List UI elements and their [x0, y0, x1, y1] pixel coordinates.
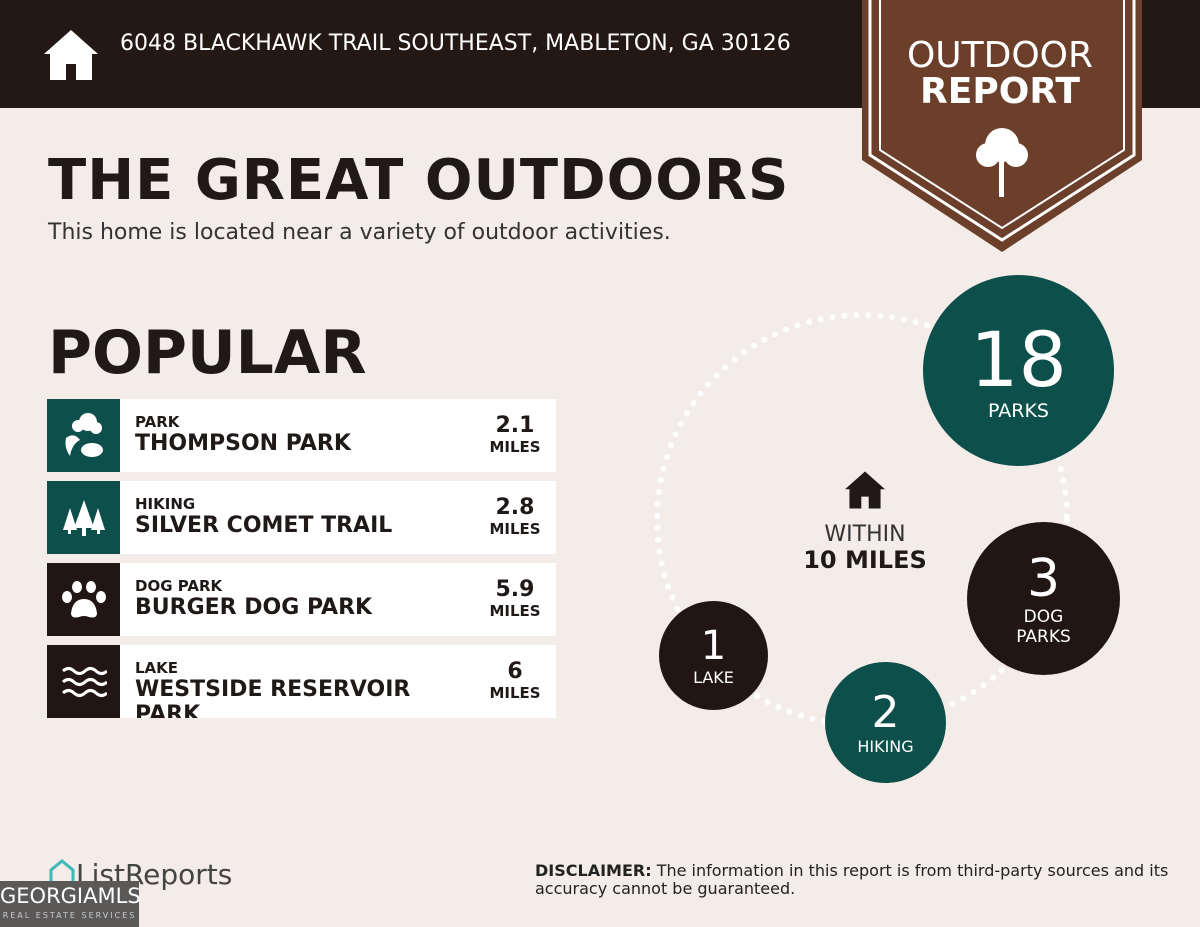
popular-heading: POPULAR [48, 318, 367, 388]
count-label: DOG PARKS [1016, 606, 1071, 647]
item-distance: 6 [507, 659, 523, 684]
item-unit: MILES [489, 684, 541, 702]
park-icon [47, 399, 120, 472]
hiking-count: 2 HIKING [825, 662, 946, 783]
item-category: DOG PARK [135, 577, 223, 595]
tree-icon [976, 128, 1028, 197]
parks-count: 18 PARKS [923, 275, 1114, 466]
within-label: WITHIN [824, 522, 906, 547]
list-item: PARK THOMPSON PARK 2.1 MILES [47, 399, 556, 472]
badge-line2: REPORT [920, 71, 1080, 112]
outdoor-report-badge [862, 0, 1142, 252]
item-category: LAKE [135, 659, 179, 677]
count-value: 18 [970, 314, 1067, 404]
badge-line1: OUTDOOR [906, 35, 1094, 76]
within-distance: 10 MILES [803, 546, 927, 574]
trees-icon [47, 481, 120, 554]
page-title: THE GREAT OUTDOORS [48, 148, 790, 213]
home-icon [44, 30, 98, 80]
list-item: DOG PARK BURGER DOG PARK 5.9 MILES [47, 563, 556, 636]
item-name: BURGER DOG PARK [135, 595, 373, 620]
waves-icon [47, 645, 120, 718]
georgia-mls-logo: GEORGIAMLS REAL ESTATE SERVICES [0, 881, 141, 927]
home-icon [845, 471, 885, 509]
paw-icon [47, 563, 120, 636]
item-unit: MILES [489, 520, 541, 538]
item-distance: 2.1 [495, 413, 535, 438]
item-name: WESTSIDE RESERVOIR PARK [135, 677, 411, 718]
count-label: LAKE [693, 668, 734, 687]
count-value: 3 [1026, 548, 1061, 609]
mls-name: GEORGIAMLS [0, 884, 141, 908]
address: 6048 BLACKHAWK TRAIL SOUTHEAST, MABLETON… [120, 31, 791, 56]
disclaimer: DISCLAIMER: The information in this repo… [535, 862, 1175, 898]
disclaimer-text: The information in this report is from t… [535, 861, 1169, 898]
item-category: PARK [135, 413, 180, 431]
lake-count: 1 LAKE [659, 601, 768, 710]
list-item: HIKING SILVER COMET TRAIL 2.8 MILES [47, 481, 556, 554]
item-unit: MILES [489, 602, 541, 620]
item-name: SILVER COMET TRAIL [135, 513, 393, 538]
popular-list: PARK THOMPSON PARK 2.1 MILES HIKING SILVER … [47, 399, 556, 727]
within-radius: WITHIN 10 MILES [790, 470, 940, 573]
item-name: THOMPSON PARK [135, 431, 351, 456]
count-label: HIKING [857, 737, 914, 756]
page-subtitle: This home is located near a variety of o… [48, 220, 671, 245]
dog-parks-count: 3 DOG PARKS [967, 522, 1120, 675]
item-unit: MILES [489, 438, 541, 456]
count-value: 1 [700, 623, 727, 669]
mls-subtitle: REAL ESTATE SERVICES [2, 911, 137, 920]
item-distance: 5.9 [495, 577, 535, 602]
count-value: 2 [871, 687, 900, 738]
list-item: LAKE WESTSIDE RESERVOIR PARK 6 MILES [47, 645, 556, 718]
item-distance: 2.8 [495, 495, 535, 520]
count-label: PARKS [988, 399, 1049, 422]
badge-title: OUTDOOR REPORT [862, 38, 1138, 110]
disclaimer-label: DISCLAIMER: [535, 861, 652, 880]
item-category: HIKING [135, 495, 196, 513]
